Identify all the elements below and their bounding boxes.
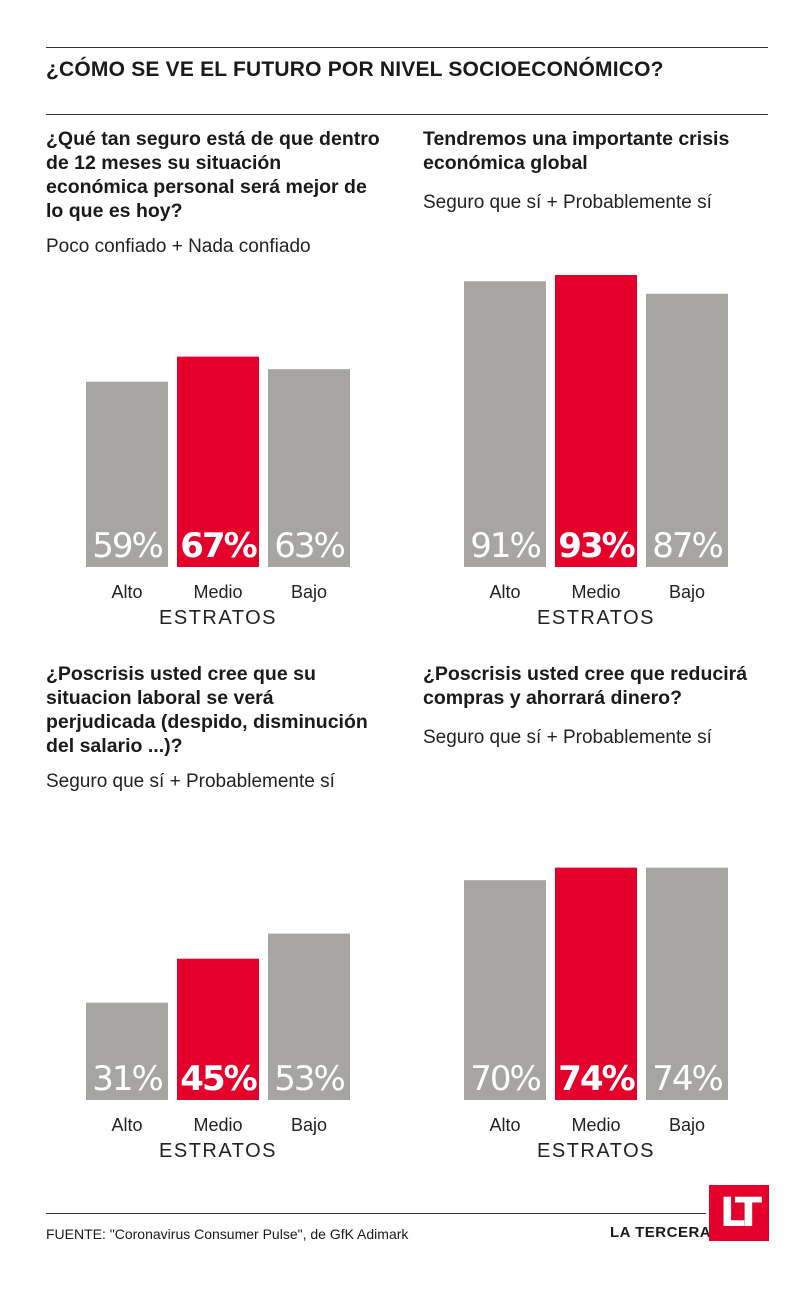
category-label: Medio	[571, 582, 620, 602]
bar-alto	[86, 1002, 168, 1100]
bar-bajo	[646, 293, 728, 567]
bar-bajo	[646, 867, 728, 1100]
bar-value-label: 63%	[274, 526, 344, 566]
bar-value-label: 59%	[92, 526, 162, 566]
category-label: Alto	[111, 1115, 142, 1135]
bar-alto	[464, 281, 546, 567]
bar-value-label: 45%	[180, 1059, 256, 1099]
source-note: FUENTE: "Coronavirus Consumer Pulse", de…	[46, 1226, 409, 1242]
chart-2: 91% Alto 93% Medio 87% Bajo ESTRATOS	[464, 274, 728, 629]
panel-3: ¿Poscrisis usted cree que su situacion l…	[46, 662, 386, 793]
panel-1: ¿Qué tan seguro está de que dentro de 12…	[46, 127, 386, 258]
bar-value-label: 91%	[470, 526, 540, 566]
x-axis-title: ESTRATOS	[537, 607, 655, 629]
panel-4-subtitle: Seguro que sí + Probablemente sí	[423, 727, 712, 748]
bar-medio	[177, 958, 259, 1100]
category-label: Bajo	[669, 1115, 705, 1135]
chart-1: 59% Alto 67% Medio 63% Bajo ESTRATOS	[86, 356, 350, 629]
bar-value-label: 74%	[558, 1059, 634, 1099]
panel-2-subtitle: Seguro que sí + Probablemente sí	[423, 192, 712, 213]
top-rule	[46, 47, 768, 48]
panel-4: ¿Poscrisis usted cree que reducirá compr…	[423, 662, 763, 749]
panel-2: Tendremos una importante crisis económic…	[423, 127, 763, 214]
category-label: Bajo	[669, 582, 705, 602]
bar-bajo	[268, 933, 350, 1100]
brand-name: LA TERCERA	[610, 1224, 712, 1241]
bar-medio	[555, 867, 637, 1100]
category-label: Alto	[489, 1115, 520, 1135]
chart-3: 31% Alto 45% Medio 53% Bajo ESTRATOS	[86, 933, 350, 1162]
footer-rule	[46, 1213, 706, 1214]
la-tercera-logo: LT	[709, 1185, 769, 1241]
x-axis-title: ESTRATOS	[159, 1140, 277, 1162]
title-rule	[46, 114, 768, 115]
x-axis-title: ESTRATOS	[537, 1140, 655, 1162]
category-label: Medio	[193, 1115, 242, 1135]
infographic-title: ¿CÓMO SE VE EL FUTURO POR NIVEL SOCIOECO…	[46, 58, 664, 81]
category-label: Bajo	[291, 1115, 327, 1135]
panel-1-question: ¿Qué tan seguro está de que dentro de 12…	[46, 128, 380, 222]
bar-value-label: 53%	[274, 1059, 344, 1099]
panel-1-subtitle: Poco confiado + Nada confiado	[46, 236, 311, 257]
bar-value-label: 93%	[558, 526, 634, 566]
chart-4: 70% Alto 74% Medio 74% Bajo ESTRATOS	[464, 867, 728, 1162]
panel-4-question: ¿Poscrisis usted cree que reducirá compr…	[423, 663, 748, 709]
category-label: Alto	[489, 582, 520, 602]
bar-value-label: 74%	[652, 1059, 722, 1099]
panel-2-question: Tendremos una importante crisis económic…	[423, 128, 730, 174]
category-label: Medio	[571, 1115, 620, 1135]
bar-value-label: 67%	[180, 526, 256, 566]
panel-3-subtitle: Seguro que sí + Probablemente sí	[46, 771, 335, 792]
bar-value-label: 31%	[92, 1059, 162, 1099]
category-label: Medio	[193, 582, 242, 602]
bar-value-label: 70%	[470, 1059, 540, 1099]
bar-value-label: 87%	[652, 526, 722, 566]
bar-alto	[464, 880, 546, 1100]
bar-alto	[86, 381, 168, 567]
bar-medio	[177, 356, 259, 567]
bar-medio	[555, 274, 637, 567]
x-axis-title: ESTRATOS	[159, 607, 277, 629]
bar-bajo	[268, 369, 350, 567]
panel-3-question: ¿Poscrisis usted cree que su situacion l…	[46, 663, 368, 757]
category-label: Alto	[111, 582, 142, 602]
category-label: Bajo	[291, 582, 327, 602]
